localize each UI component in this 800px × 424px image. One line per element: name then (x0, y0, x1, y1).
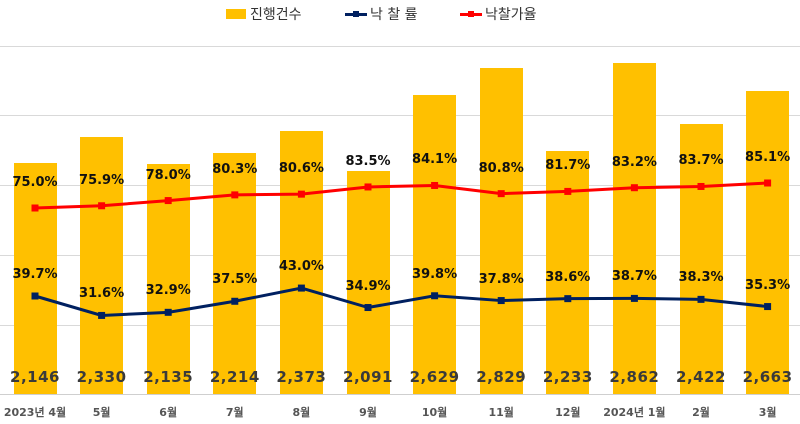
line-value-label: 75.9% (79, 172, 125, 188)
line-value-label: 83.2% (611, 154, 657, 170)
x-tick-label: 8월 (292, 406, 311, 419)
gridline (0, 325, 800, 326)
line-value-label: 80.3% (212, 161, 258, 177)
line-value-label: 43.0% (278, 259, 324, 275)
legend-item-line1: 낙 찰 률 (345, 4, 418, 24)
x-tick-label: 2023년 4월 (3, 406, 67, 419)
x-tick-label: 7월 (225, 406, 244, 419)
x-tick-label: 11월 (488, 406, 514, 419)
bar (80, 137, 124, 394)
legend-item-line2: 낙찰가율 (460, 4, 537, 24)
x-axis-line (0, 394, 800, 395)
line-value-label: 80.8% (478, 160, 524, 176)
bar (346, 170, 390, 394)
x-tick-label: 5월 (92, 406, 111, 419)
bar (746, 90, 790, 394)
legend-label: 진행건수 (250, 7, 302, 23)
bar-value-label: 2,091 (343, 368, 393, 386)
x-tick-label: 10월 (421, 406, 448, 419)
line-value-label: 80.6% (278, 161, 324, 177)
bar (279, 131, 323, 394)
gridline (0, 115, 800, 116)
line-value-label: 38.7% (611, 269, 657, 285)
bar-value-label: 2,629 (409, 368, 460, 386)
bar-value-label: 2,146 (10, 368, 60, 386)
line-value-label: 83.7% (678, 153, 724, 169)
line-swatch-icon (460, 10, 482, 17)
line-value-label: 83.5% (345, 153, 391, 169)
legend-item-bar: 진행건수 (226, 4, 302, 24)
line-value-label: 31.6% (79, 286, 125, 302)
line-value-label: 38.6% (545, 269, 591, 285)
bar (679, 124, 723, 394)
line-value-label: 38.3% (678, 270, 724, 286)
line-value-label: 39.8% (412, 266, 458, 282)
bar-value-label: 2,214 (209, 368, 260, 386)
line-value-label: 39.7% (12, 267, 58, 282)
line-value-label: 75.0% (12, 175, 58, 190)
legend-label: 낙찰가율 (485, 7, 537, 23)
x-tick-label: 12월 (555, 406, 581, 419)
bar-value-label: 2,663 (742, 368, 793, 386)
gridline (0, 255, 800, 256)
x-tick-label: 2024년 1월 (603, 406, 666, 419)
bar-swatch-icon (226, 9, 246, 19)
line-value-label: 78.0% (145, 167, 191, 183)
line-value-label: 85.1% (745, 150, 791, 165)
line-value-label: 34.9% (345, 278, 391, 294)
x-tick-label: 9월 (359, 406, 377, 419)
line-value-label: 81.7% (545, 158, 591, 174)
legend: 진행건수 낙 찰 률 낙찰가율 (0, 4, 800, 26)
bar-value-label: 2,829 (476, 368, 527, 386)
bar (13, 162, 57, 394)
line-value-label: 35.3% (745, 277, 791, 293)
gridline (0, 46, 800, 47)
line-value-label: 37.8% (478, 271, 524, 287)
line-value-label: 84.1% (412, 152, 458, 168)
bar-value-label: 2,422 (676, 368, 726, 386)
line-swatch-icon (345, 10, 367, 17)
bar-value-label: 2,330 (76, 368, 127, 386)
bar (413, 95, 457, 394)
bar (612, 62, 656, 394)
bar (479, 67, 523, 394)
x-tick-label: 2월 (692, 406, 710, 419)
line-value-label: 37.5% (212, 272, 258, 288)
legend-label: 낙 찰 률 (370, 7, 418, 23)
line-value-label: 32.9% (145, 283, 191, 299)
bar-value-label: 2,233 (542, 368, 593, 386)
x-tick-label: 6월 (159, 406, 178, 419)
bar-value-label: 2,862 (609, 368, 660, 386)
x-tick-label: 3월 (758, 406, 777, 419)
bar-value-label: 2,373 (276, 368, 327, 386)
bar-value-label: 2,135 (143, 368, 194, 386)
